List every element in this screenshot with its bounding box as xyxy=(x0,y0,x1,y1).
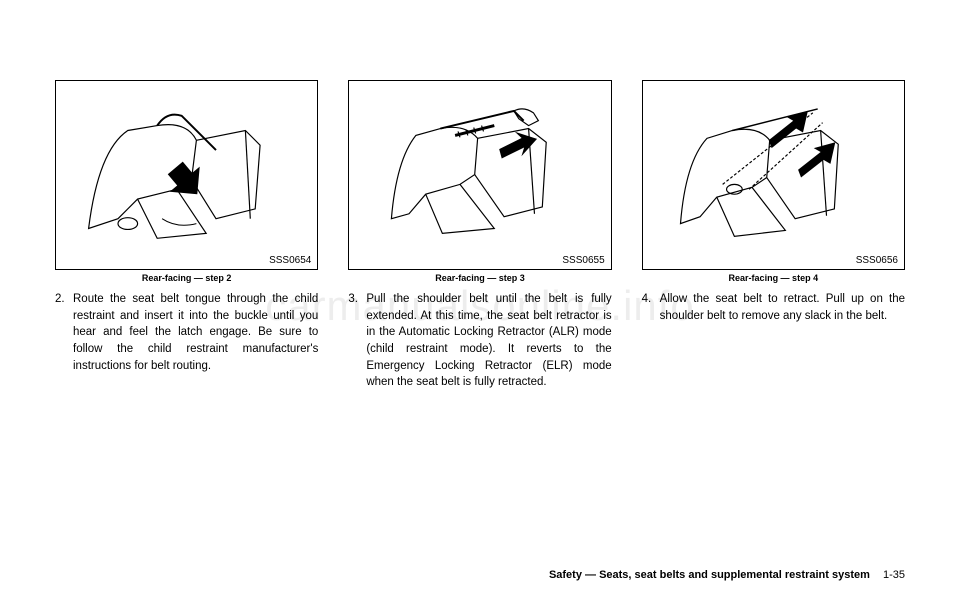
step-2-text: 2. Route the seat belt tongue through th… xyxy=(55,291,318,374)
step-content: Pull the shoulder belt until the belt is… xyxy=(366,291,611,391)
footer-page-number: 1-35 xyxy=(883,569,905,581)
step-number: 4. xyxy=(642,291,660,324)
step-3-text: 3. Pull the shoulder belt until the belt… xyxy=(348,291,611,391)
column-3: SSS0656 Rear-facing — step 4 4. Allow th… xyxy=(642,80,905,391)
content-columns: SSS0654 Rear-facing — step 2 2. Route th… xyxy=(55,80,905,391)
figure-2: SSS0655 xyxy=(348,80,611,270)
figure-1: SSS0654 xyxy=(55,80,318,270)
illustration-step-4 xyxy=(656,90,891,259)
caption-2: Rear-facing — step 3 xyxy=(348,273,611,283)
illustration-step-3 xyxy=(362,90,597,259)
step-content: Route the seat belt tongue through the c… xyxy=(73,291,318,374)
step-content: Allow the seat belt to retract. Pull up … xyxy=(660,291,905,324)
footer-section-title: Safety — Seats, seat belts and supplemen… xyxy=(549,569,870,581)
image-code-2: SSS0655 xyxy=(562,255,604,266)
caption-3: Rear-facing — step 4 xyxy=(642,273,905,283)
step-number: 2. xyxy=(55,291,73,374)
figure-3: SSS0656 xyxy=(642,80,905,270)
page-footer: Safety — Seats, seat belts and supplemen… xyxy=(549,569,905,581)
caption-1: Rear-facing — step 2 xyxy=(55,273,318,283)
image-code-1: SSS0654 xyxy=(269,255,311,266)
column-1: SSS0654 Rear-facing — step 2 2. Route th… xyxy=(55,80,318,391)
step-number: 3. xyxy=(348,291,366,391)
image-code-3: SSS0656 xyxy=(856,255,898,266)
illustration-step-2 xyxy=(69,90,304,259)
step-4-text: 4. Allow the seat belt to retract. Pull … xyxy=(642,291,905,324)
column-2: SSS0655 Rear-facing — step 3 3. Pull the… xyxy=(348,80,611,391)
